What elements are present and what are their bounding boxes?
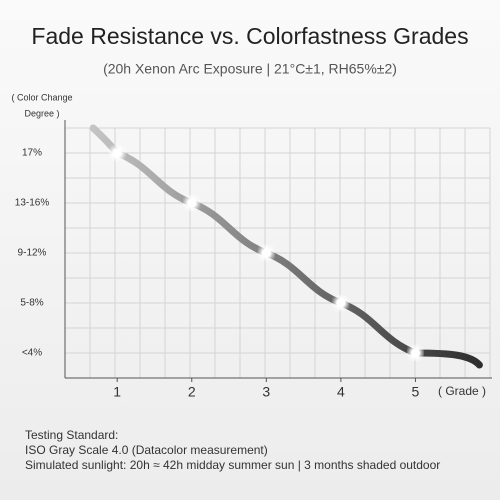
note: Simulated sunlight: 20h ≈ 42h midday sum… <box>25 458 440 472</box>
y-tick-label: 13-16% <box>15 198 50 209</box>
note: Testing Standard: <box>25 428 118 442</box>
x-tick-label: 4 <box>337 384 345 400</box>
chart-title: Fade Resistance vs. Colorfastness Grades <box>31 23 468 49</box>
note: ISO Gray Scale 4.0 (Datacolor measuremen… <box>25 443 268 457</box>
y-axis-label: Degree ) <box>24 108 59 118</box>
point <box>112 148 122 158</box>
x-tick-label: 1 <box>113 384 121 400</box>
y-tick-label: <4% <box>22 348 42 359</box>
x-tick-label: 2 <box>188 384 196 400</box>
y-axis-label: ( Color Change <box>11 92 72 102</box>
point <box>336 298 346 308</box>
y-tick-label: 5-8% <box>20 298 43 309</box>
chart-subtitle: (20h Xenon Arc Exposure | 21°C±1, RH65%±… <box>103 61 397 77</box>
point <box>410 348 420 358</box>
point <box>187 198 197 208</box>
x-tick-label: 3 <box>262 384 270 400</box>
x-tick-label: 5 <box>412 384 420 400</box>
x-axis-label: ( Grade ) <box>438 384 486 398</box>
y-tick-label: 9-12% <box>18 248 47 259</box>
point <box>261 248 271 258</box>
y-tick-label: 17% <box>22 148 42 159</box>
